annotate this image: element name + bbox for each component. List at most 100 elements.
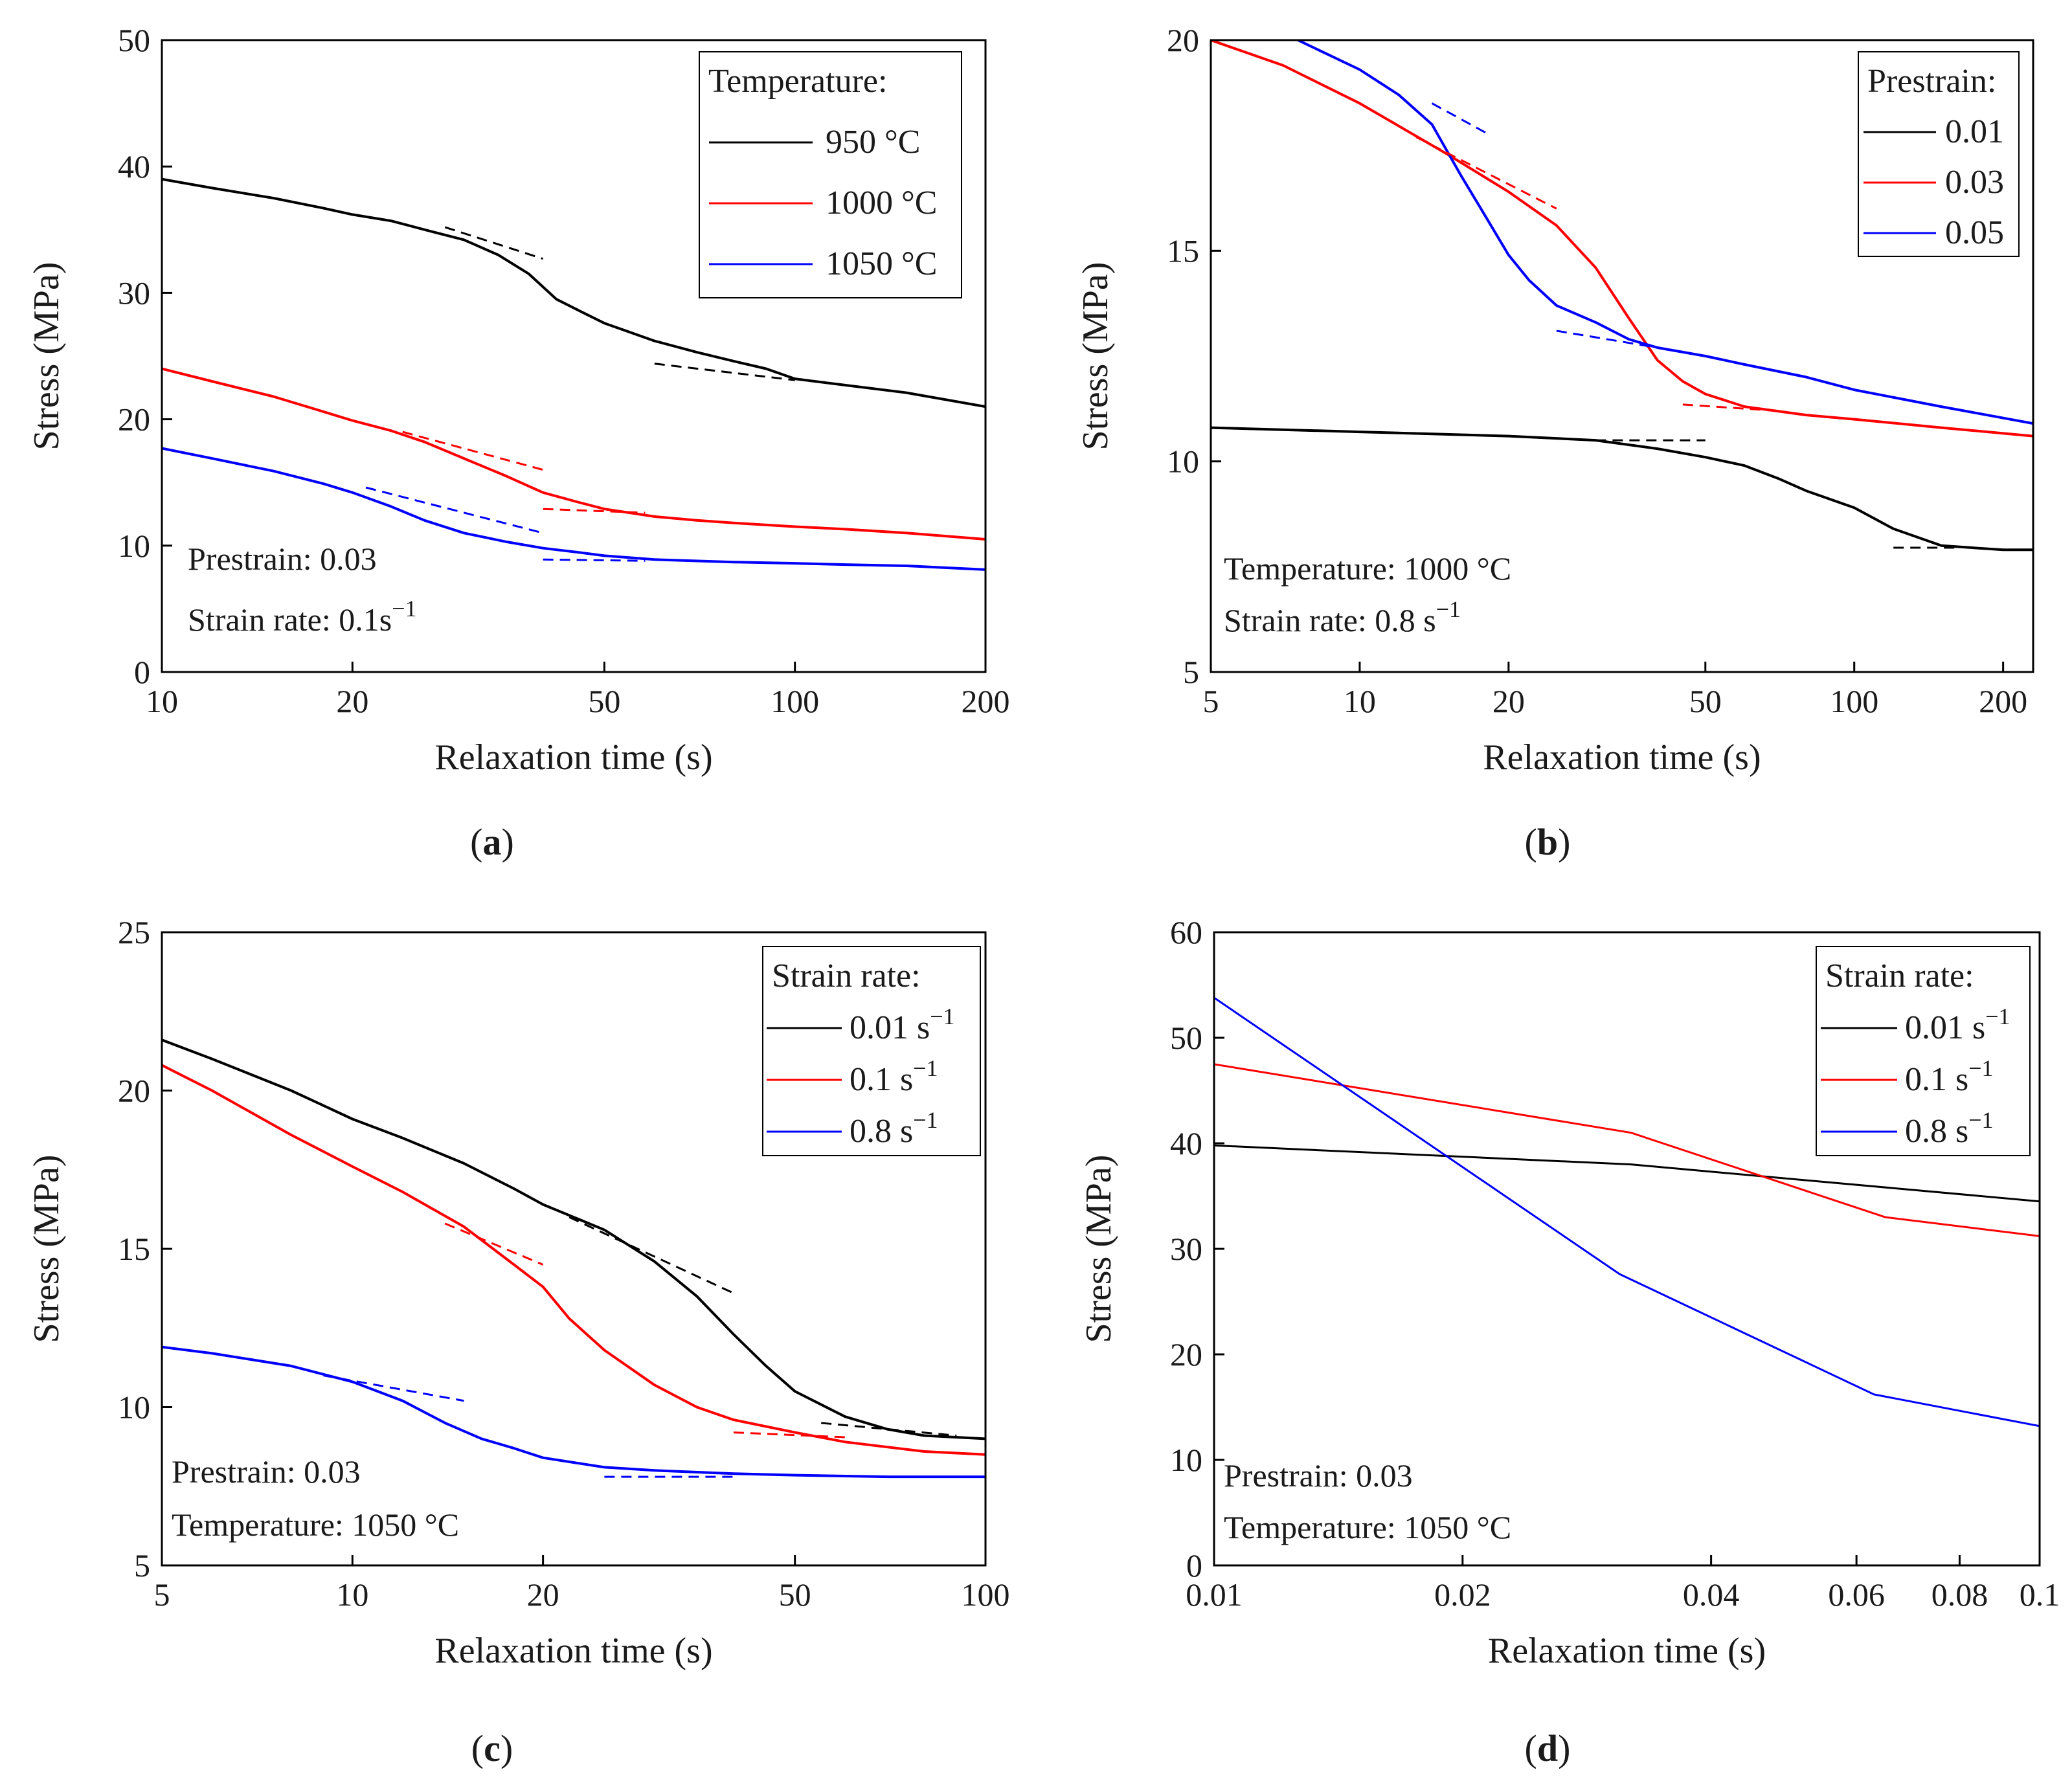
series-line-1 <box>1214 1063 2040 1237</box>
y-tick-label: 30 <box>1170 1231 1202 1267</box>
series-line-2 <box>162 1345 985 1479</box>
x-tick-label: 20 <box>527 1576 559 1613</box>
y-tick-label: 25 <box>118 914 150 950</box>
y-tick-label: 15 <box>1167 232 1199 269</box>
series-line-2 <box>1297 40 2033 425</box>
y-tick-label: 10 <box>1170 1442 1202 1478</box>
legend-box <box>699 51 962 298</box>
annotation: Temperature: 1050 °C <box>172 1506 459 1543</box>
series-line-2 <box>1214 996 2040 1428</box>
legend: Strain rate: 0.01 s−1 0.1 s−1 0.8 s−1 <box>1816 946 2031 1156</box>
legend: Prestrain: 0.01 0.03 0.05 <box>1858 51 2020 257</box>
panel-label: (c) <box>471 1727 513 1769</box>
legend-entry: 0.8 s−1 <box>850 1107 938 1150</box>
annotation: Prestrain: 0.03 <box>172 1453 361 1490</box>
y-axis-label: Stress (MPa) <box>1075 262 1116 451</box>
y-tick-label: 5 <box>134 1547 150 1584</box>
tangent-line <box>654 363 795 381</box>
series-group <box>162 177 985 571</box>
series-group <box>162 1038 985 1479</box>
legend-entry: 0.05 <box>1945 214 2004 251</box>
y-axis-label: Stress (MPa) <box>27 1155 67 1343</box>
tangent-line <box>1556 330 1684 353</box>
legend-entry: 950 °C <box>826 124 920 161</box>
y-tick-label: 60 <box>1170 914 1202 950</box>
legend: Strain rate: 0.01 s−1 0.1 s−1 0.8 s−1 <box>762 946 981 1156</box>
legend-box <box>1816 946 2031 1156</box>
panel-label: (b) <box>1525 821 1571 863</box>
y-tick-label: 50 <box>118 22 150 58</box>
tangent-line <box>821 1422 957 1437</box>
legend-entry: 0.01 s−1 <box>850 1003 955 1046</box>
y-tick-label: 20 <box>118 401 150 438</box>
y-tick-label: 0 <box>134 654 150 690</box>
y-tick-label: 50 <box>1170 1020 1202 1056</box>
x-tick-label: 50 <box>1689 683 1722 719</box>
series-line-1 <box>162 1064 985 1456</box>
x-tick-label: 5 <box>1203 683 1219 719</box>
series-line-0 <box>162 177 985 409</box>
x-tick-label: 100 <box>962 1576 1010 1613</box>
x-axis-label: Relaxation time (s) <box>434 737 712 778</box>
series-line-1 <box>162 367 985 541</box>
x-tick-label: 0.04 <box>1683 1576 1740 1613</box>
x-axis-label: Relaxation time (s) <box>1483 737 1761 778</box>
legend-box <box>762 946 981 1156</box>
panel-label: (a) <box>470 821 514 863</box>
legend-title: Strain rate: <box>1825 958 1974 994</box>
x-tick-label: 10 <box>146 683 178 719</box>
y-axis-label: Stress (MPa) <box>27 262 67 451</box>
annotation: Temperature: 1000 °C <box>1224 550 1511 587</box>
legend-entry: 0.01 s−1 <box>1905 1003 2010 1046</box>
annotation: Temperature: 1050 °C <box>1224 1509 1511 1545</box>
x-tick-label: 50 <box>588 683 620 719</box>
tangent-line <box>543 558 646 562</box>
panel-label: (d) <box>1525 1727 1571 1769</box>
y-tick-label: 10 <box>118 528 150 564</box>
y-tick-label: 20 <box>1167 22 1199 58</box>
y-tick-label: 15 <box>118 1231 150 1267</box>
x-tick-label: 0.02 <box>1434 1576 1491 1613</box>
y-tick-label: 10 <box>118 1389 150 1426</box>
x-tick-label: 200 <box>1979 683 2027 719</box>
series-line-0 <box>1214 1144 2040 1203</box>
y-axis-label: Stress (MPa) <box>1079 1155 1119 1343</box>
y-tick-label: 30 <box>118 274 150 311</box>
x-tick-label: 10 <box>336 1576 368 1613</box>
y-tick-label: 0 <box>1186 1547 1202 1584</box>
legend-entry: 0.1 s−1 <box>1905 1055 1994 1098</box>
y-tick-label: 40 <box>1170 1125 1202 1161</box>
x-tick-label: 20 <box>1492 683 1525 719</box>
tangent-line <box>444 226 544 260</box>
x-tick-label: 100 <box>1830 683 1878 719</box>
x-tick-label: 0.08 <box>1931 1576 1988 1613</box>
x-tick-label: 0.01 <box>1186 1576 1243 1613</box>
annotation: Strain rate: 0.8 s−1 <box>1224 596 1461 638</box>
x-tick-label: 20 <box>336 683 368 719</box>
tangent-line <box>543 508 646 514</box>
x-tick-label: 200 <box>962 683 1010 719</box>
plot-frame <box>161 39 987 673</box>
y-tick-label: 20 <box>118 1073 150 1109</box>
series-line-2 <box>162 447 985 571</box>
annotation: Prestrain: 0.03 <box>188 541 377 577</box>
legend-entry: 0.03 <box>1945 164 2004 201</box>
series-line-0 <box>162 1038 985 1440</box>
tangent-line <box>365 486 543 534</box>
series-group <box>1211 40 2033 552</box>
legend-entry: 1000 °C <box>826 185 937 221</box>
annotation: Prestrain: 0.03 <box>1224 1457 1413 1494</box>
series-group <box>1214 996 2040 1428</box>
legend-entry: 0.1 s−1 <box>850 1055 938 1098</box>
x-tick-label: 10 <box>1344 683 1376 719</box>
series-line-0 <box>1211 426 2033 552</box>
tangent-line <box>569 1216 734 1294</box>
y-tick-label: 20 <box>1170 1336 1202 1372</box>
x-tick-label: 100 <box>771 683 819 719</box>
plot-frame <box>1210 39 2034 673</box>
legend-entry: 0.8 s−1 <box>1905 1107 1994 1150</box>
tangent-line <box>402 431 544 471</box>
legend-title: Prestrain: <box>1867 63 1996 100</box>
